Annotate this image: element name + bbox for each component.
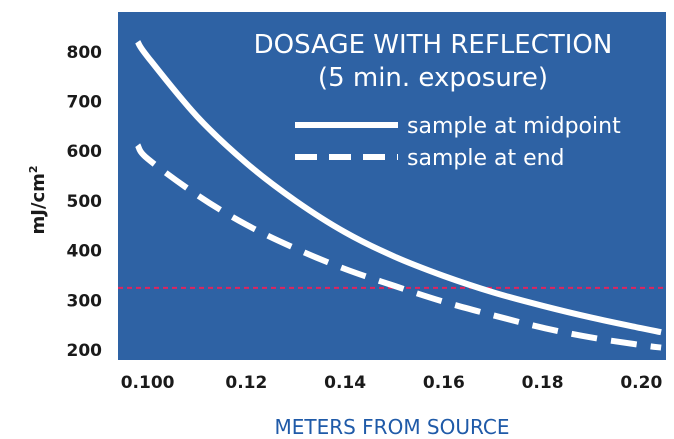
legend: sample at midpoint sample at end [295,114,621,171]
series-line-midpoint [135,40,662,336]
x-axis-ticks: 0.100 0.12 0.14 0.16 0.18 0.20 [121,373,663,393]
y-tick-label: 800 [67,43,103,63]
y-axis-label-superscript: 2 [27,165,40,173]
y-tick-label: 300 [67,291,103,311]
chart-title-line1: DOSAGE WITH REFLECTION [254,30,613,60]
x-tick-label: 0.14 [324,373,366,393]
x-axis-label: METERS FROM SOURCE [274,415,509,439]
y-axis-label: mJ/cm2 [27,165,49,234]
y-axis-label-main: mJ/cm [28,173,49,234]
x-tick-label: 0.18 [522,373,564,393]
x-tick-label: 0.12 [225,373,267,393]
series-line-end [135,143,662,351]
chart-title-line2: (5 min. exposure) [318,63,548,93]
y-tick-label: 400 [67,242,103,262]
y-tick-label: 600 [67,142,103,162]
legend-label-end: sample at end [407,146,565,171]
x-tick-label: 0.20 [620,373,662,393]
y-axis-ticks: 200 300 400 500 600 700 800 [67,43,103,361]
y-tick-label: 200 [67,341,103,361]
x-tick-label: 0.16 [423,373,465,393]
legend-label-midpoint: sample at midpoint [407,114,621,139]
plot-area [118,12,666,360]
x-tick-label: 0.100 [121,373,175,393]
series-layer [135,40,662,351]
y-tick-label: 500 [67,192,103,212]
y-tick-label: 700 [67,92,103,112]
